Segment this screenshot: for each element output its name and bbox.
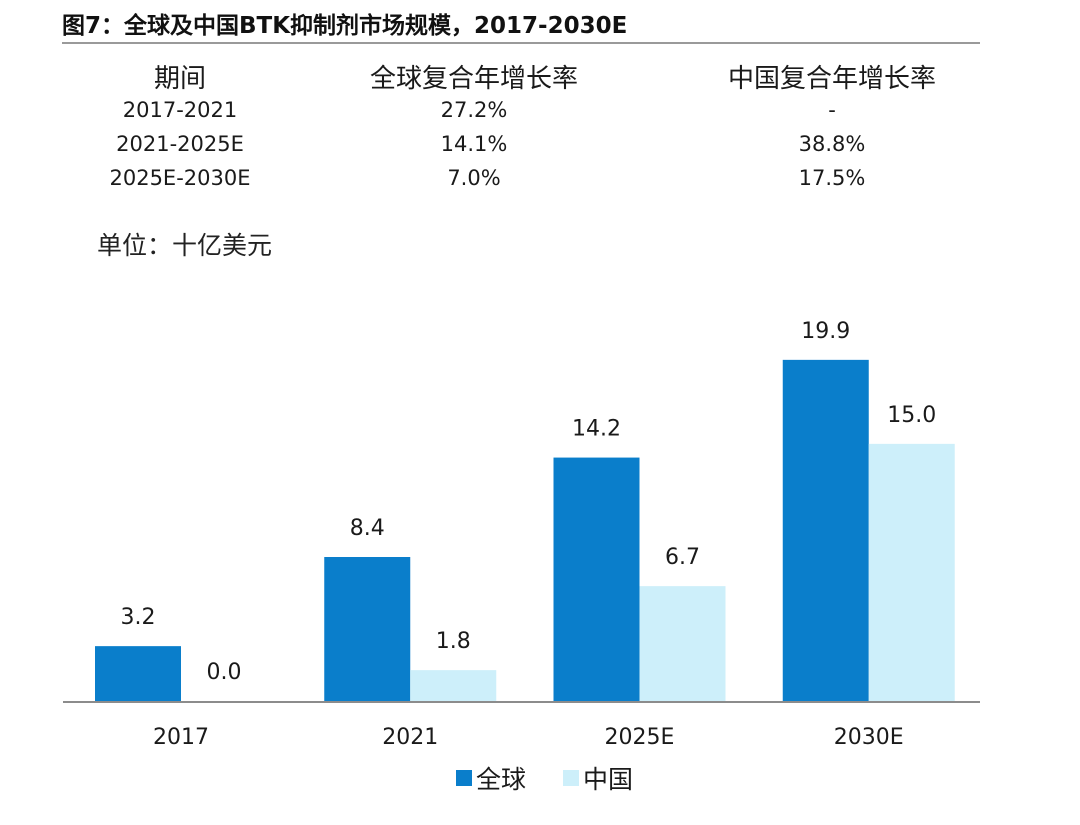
data-label-china-2017: 0.0 xyxy=(207,660,242,685)
cagr-period: 2017-2021 xyxy=(122,98,238,122)
cagr-china: 38.8% xyxy=(798,132,866,156)
bar-china-2030E xyxy=(868,443,955,701)
bar-china-2025E xyxy=(639,586,726,701)
x-tick-label-2030E: 2030E xyxy=(834,725,904,750)
cagr-row: 2017-2021 27.2% - xyxy=(0,98,1080,132)
bar-china-2021 xyxy=(410,670,497,701)
x-tick-label-2021: 2021 xyxy=(382,725,438,750)
unit-label: 单位：十亿美元 xyxy=(97,231,273,260)
cagr-period: 2021-2025E xyxy=(116,132,244,156)
x-tick-label-2025E: 2025E xyxy=(605,725,675,750)
title-divider xyxy=(62,42,980,44)
legend-item-global: 全球 xyxy=(456,760,526,796)
bar-global-2030E xyxy=(782,359,869,701)
x-tick-label-2017: 2017 xyxy=(153,725,209,750)
chart-title: 图7：全球及中国BTK抑制剂市场规模，2017-2030E xyxy=(62,13,628,39)
data-label-china-2025E: 6.7 xyxy=(665,545,700,570)
bar-global-2025E xyxy=(553,457,640,701)
cagr-period: 2025E-2030E xyxy=(109,166,251,190)
legend-label-global: 全球 xyxy=(476,765,527,794)
cagr-header-period: 期间 xyxy=(153,64,207,94)
data-label-china-2021: 1.8 xyxy=(436,629,471,654)
cagr-china: 17.5% xyxy=(798,166,866,190)
data-label-china-2030E: 15.0 xyxy=(887,403,936,428)
cagr-header-global: 全球复合年增长率 xyxy=(369,64,579,94)
legend-swatch-china xyxy=(563,770,579,786)
data-label-global-2017: 3.2 xyxy=(121,605,156,630)
legend: 全球 中国 xyxy=(0,760,1080,794)
cagr-header-row: 期间 全球复合年增长率 中国复合年增长率 xyxy=(0,58,1080,94)
cagr-row: 2021-2025E 14.1% 38.8% xyxy=(0,132,1080,166)
cagr-header-china: 中国复合年增长率 xyxy=(727,64,937,94)
legend-swatch-global xyxy=(456,770,472,786)
legend-item-china: 中国 xyxy=(563,760,633,796)
cagr-global: 27.2% xyxy=(440,98,508,122)
legend-label-china: 中国 xyxy=(583,765,634,794)
cagr-row: 2025E-2030E 7.0% 17.5% xyxy=(0,166,1080,200)
data-label-global-2025E: 14.2 xyxy=(572,417,621,442)
data-label-global-2021: 8.4 xyxy=(350,516,385,541)
bar-global-2021 xyxy=(324,557,411,701)
cagr-china: - xyxy=(828,98,836,122)
data-label-global-2030E: 19.9 xyxy=(801,319,850,344)
bar-global-2017 xyxy=(95,646,181,701)
cagr-global: 14.1% xyxy=(440,132,508,156)
cagr-global: 7.0% xyxy=(447,166,501,190)
